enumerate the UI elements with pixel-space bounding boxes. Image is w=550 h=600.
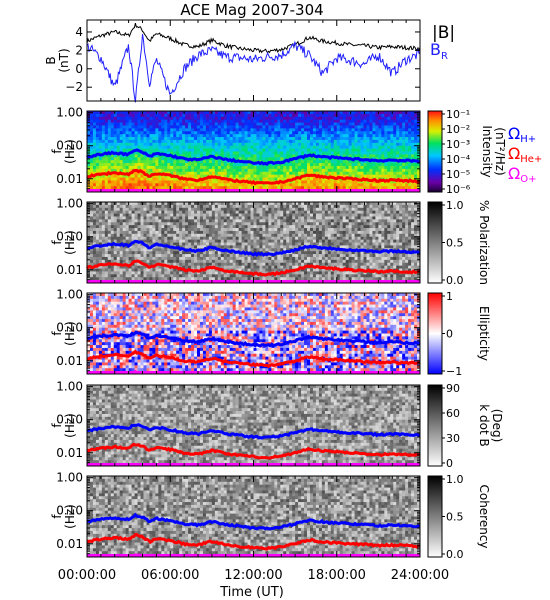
colorbar-tick-label: 1.0 [446,199,464,212]
he-plus-gyro-line [86,349,421,369]
f-tick-label: 0.10 [56,413,83,427]
colorbar-tick-label: 30 [446,432,460,445]
colorbar-tick-label: 10⁻³ [446,138,470,151]
f-axis-label: f(Hz) [50,139,77,164]
he-plus-gyro-line [86,532,420,551]
colorbar-tick-label: −1 [446,365,462,378]
b-y-tick-label: 4 [75,25,83,39]
ellipticity-panel: 1.00 0.10 0.01 f(Hz) 1 0 −1 Ellipticity [50,288,491,378]
f-tick-label: 0.10 [56,504,83,518]
f-tick-label: 0.01 [56,446,83,460]
colorbar-tick-label: 1 [446,290,453,303]
colorbar-tick-label: 0.0 [446,274,464,287]
f-tick-label: 0.10 [56,230,83,244]
panel-stack: 420−2B(nT)|B|BR1.000.100.01f(Hz)10⁻¹10⁻²… [44,19,542,561]
f-tick-label: 0.01 [56,537,83,551]
colorbar-tick-label: 0.5 [446,237,464,250]
colorbar-label: % Polarization [477,200,491,285]
f-axis-label: f(Hz) [50,504,77,529]
colorbar-tick-label: 0.5 [446,511,464,524]
f-tick-label: 1.00 [56,288,83,302]
colorbar-gradient [427,201,443,284]
colorbar-label: Ellipticity [477,306,491,361]
colorbar-tick-label: 10⁻¹ [446,108,470,121]
k-dot-b-colorbar: 90 60 30 0 k dot B(Deg) [427,382,504,470]
h-plus-gyro-line [86,331,421,348]
h-plus-gyro-line [86,148,421,167]
colorbar-tick-label: 60 [446,407,460,420]
f-tick-label: 1.00 [56,197,83,211]
b-radial-line [86,34,421,103]
x-tick-label: 00:00:00 [58,568,116,583]
b-field-plot-area [87,20,420,101]
x-tick-label: 18:00:00 [308,568,366,583]
coherency-panel: 1.00 0.10 0.01 f(Hz) 1.0 0.5 0.0 Coherency [50,471,491,561]
x-axis: Time (UT) 00:00:00 06:00:00 12:00:00 18:00:… [58,568,449,600]
legend-b-radial: BR [430,40,448,62]
ellipticity-colorbar: 1 0 −1 Ellipticity [427,290,491,378]
colorbar-tick-label: 0 [446,457,453,470]
colorbar-tick-label: 90 [446,382,460,395]
colorbar-label: Coherency [477,484,491,548]
he-plus-gyro-line [85,259,421,277]
legend-he-gyro: ΩHe+ [508,144,542,165]
legend-o-gyro: ΩO+ [508,164,536,185]
b-total-line [86,22,421,54]
colorbar-gradient [427,384,443,467]
x-tick-label: 12:00:00 [224,568,282,583]
legend-b-total: |B| [432,23,455,43]
f-tick-label: 1.00 [56,471,83,485]
f-axis-label: f(Hz) [50,321,77,346]
f-tick-label: 0.01 [56,263,83,277]
colorbar-gradient [427,110,443,193]
f-tick-label: 0.01 [56,172,83,186]
f-tick-label: 1.00 [56,380,83,394]
colorbar-tick-label: 0 [446,328,453,341]
f-tick-label: 0.01 [56,354,83,368]
colorbar-tick-label: 10⁻² [446,123,470,136]
legend-h-gyro: ΩH+ [508,124,536,145]
b-y-tick-label: −2 [65,80,83,94]
h-plus-gyro-line [86,422,420,440]
polarization-panel: 1.00 0.10 0.01 f(Hz) 1.0 0.5 0.0 % Polarization [50,197,491,287]
x-tick-label: 06:00:00 [141,568,199,583]
f-tick-label: 0.10 [56,139,83,153]
colorbar-tick-label: 0.0 [446,548,464,561]
k-dot-b-panel: 1.00 0.10 0.01 f(Hz) 90 60 30 0 k dot B(Deg) [50,380,504,470]
colorbar-tick-label: 1.0 [446,473,464,486]
f-tick-label: 1.00 [56,106,83,120]
colorbar-tick-label: 10⁻⁴ [446,153,471,166]
b-y-axis-label: B(nT) [44,48,71,72]
colorbar-tick-label: 10⁻⁶ [446,183,471,196]
b-y-tick-label: 2 [75,43,83,57]
figure-title: ACE Mag 2007-304 [180,1,323,19]
he-plus-gyro-line [86,168,421,186]
f-axis-label: f(Hz) [50,413,77,438]
coherency-colorbar: 1.0 0.5 0.0 Coherency [427,473,491,561]
colorbar-tick-label: 10⁻⁵ [446,168,470,181]
h-plus-gyro-line [86,512,421,531]
f-tick-label: 0.10 [56,321,83,335]
intensity-colorbar: 10⁻¹ 10⁻² 10⁻³ 10⁻⁴ 10⁻⁵ 10⁻⁶ Intensity(nT²/Hz… [427,108,507,196]
b-y-tick-label: 0 [75,62,83,76]
polarization-colorbar: 1.0 0.5 0.0 % Polarization [427,199,491,287]
colorbar-gradient [427,292,443,375]
x-tick-label: 24:00:00 [391,568,449,583]
colorbar-label: k dot B(Deg) [477,404,504,446]
x-axis-label: Time (UT) [219,585,284,600]
b-field-panel: 4 2 0 −2 B(nT) |B|BR [44,19,455,103]
he-plus-gyro-line [86,442,421,460]
intensity-panel: 1.000.100.01f(Hz)10⁻¹10⁻²10⁻³10⁻⁴10⁻⁵10⁻… [50,106,542,196]
colorbar-gradient [427,475,443,558]
colorbar-label: Intensity(nT²/Hz) [480,125,507,177]
h-plus-gyro-line [86,239,421,257]
f-axis-label: f(Hz) [50,230,77,255]
